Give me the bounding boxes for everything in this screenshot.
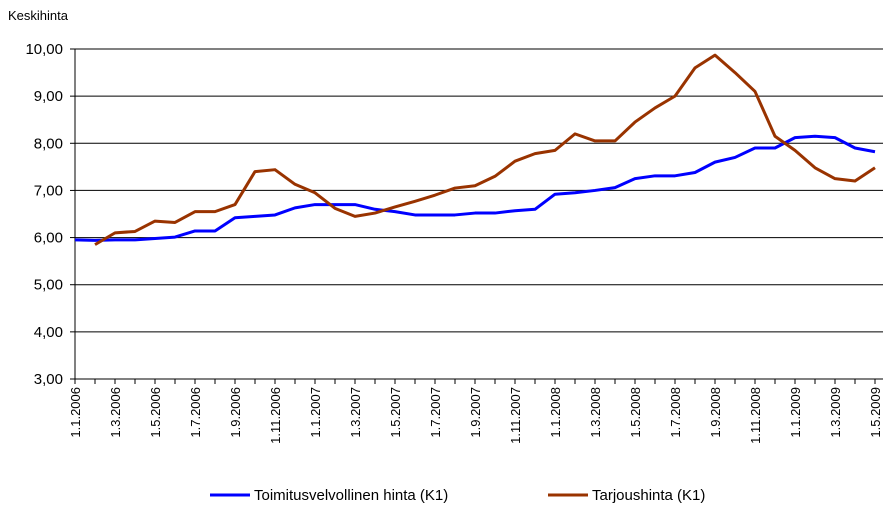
x-tick-label: 1.3.2008	[588, 387, 603, 438]
legend-label: Toimitusvelvollinen hinta (K1)	[254, 487, 448, 504]
legend-label: Tarjoushinta (K1)	[592, 487, 705, 504]
y-tick-label: 8,00	[34, 135, 63, 152]
x-tick-label: 1.5.2008	[628, 387, 643, 438]
y-axis-label: Keskihinta	[8, 8, 69, 23]
x-tick-label: 1.1.2008	[548, 387, 563, 438]
y-tick-label: 3,00	[34, 371, 63, 388]
x-tick-label: 1.9.2006	[228, 387, 243, 438]
x-tick-label: 1.5.2006	[148, 387, 163, 438]
x-tick-label: 1.7.2008	[668, 387, 683, 438]
x-tick-label: 1.9.2008	[708, 387, 723, 438]
series-line	[74, 134, 876, 242]
y-tick-label: 6,00	[34, 230, 63, 247]
y-tick-label: 7,00	[34, 182, 63, 199]
x-tick-label: 1.7.2006	[188, 387, 203, 438]
x-tick-label: 1.9.2007	[468, 387, 483, 438]
x-tick-label: 1.3.2007	[348, 387, 363, 438]
x-tick-label: 1.1.2009	[788, 387, 803, 438]
series-line	[94, 53, 876, 246]
x-tick-label: 1.1.2006	[68, 387, 83, 438]
x-tick-label: 1.3.2009	[828, 387, 843, 438]
x-tick-label: 1.3.2006	[108, 387, 123, 438]
x-tick-label: 1.7.2007	[428, 387, 443, 438]
x-tick-label: 1.11.2008	[748, 387, 763, 444]
x-tick-label: 1.11.2006	[268, 387, 283, 444]
y-tick-label: 9,00	[34, 88, 63, 105]
y-tick-label: 4,00	[34, 324, 63, 341]
x-tick-label: 1.5.2009	[868, 387, 883, 438]
y-tick-label: 10,00	[25, 41, 63, 58]
y-tick-label: 5,00	[34, 277, 63, 294]
x-tick-label: 1.5.2007	[388, 387, 403, 438]
x-tick-label: 1.1.2007	[308, 387, 323, 438]
x-tick-label: 1.11.2007	[508, 387, 523, 444]
